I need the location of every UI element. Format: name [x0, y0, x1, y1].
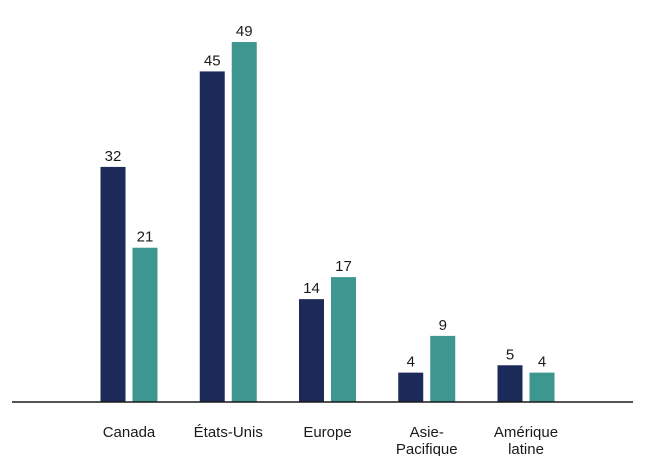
category-label-line: États-Unis: [194, 424, 263, 441]
bar: [331, 277, 356, 402]
bars-group: [100, 42, 555, 403]
category-label-line: Amérique: [494, 424, 558, 441]
bar-value-label: 4: [407, 354, 415, 371]
bar-value-label: 32: [105, 148, 122, 165]
bar-value-label: 4: [538, 354, 546, 371]
bar-value-label: 9: [439, 317, 447, 334]
bar: [100, 166, 126, 402]
bar-value-label: 49: [236, 23, 253, 40]
bar: [199, 71, 225, 403]
bar: [299, 299, 324, 402]
bar-value-label: 21: [137, 229, 154, 246]
bar: [430, 335, 456, 402]
category-label: États-Unis: [194, 424, 263, 441]
bar-value-label: 17: [335, 258, 352, 275]
bar: [231, 42, 257, 402]
category-label-line: Canada: [103, 424, 156, 441]
category-label-line: Asie-: [410, 424, 444, 441]
category-label: Canada: [103, 424, 156, 441]
bar-value-label: 45: [204, 52, 221, 69]
category-label-line: Europe: [303, 424, 351, 441]
bar: [529, 372, 555, 402]
category-label-line: Pacifique: [396, 441, 458, 456]
category-labels-group: Canada États-Unis Europe Asie-Pacifique Amér…: [103, 424, 558, 456]
category-label: Europe: [303, 424, 351, 441]
bar-value-label: 14: [303, 280, 320, 297]
category-label: Asie-Pacifique: [396, 424, 458, 456]
category-label: Amérique latine: [494, 424, 558, 456]
bar: [132, 247, 158, 402]
bar-value-label: 5: [506, 346, 514, 363]
category-label-line: latine: [508, 441, 544, 456]
bar: [497, 365, 523, 402]
bar: [398, 372, 424, 402]
